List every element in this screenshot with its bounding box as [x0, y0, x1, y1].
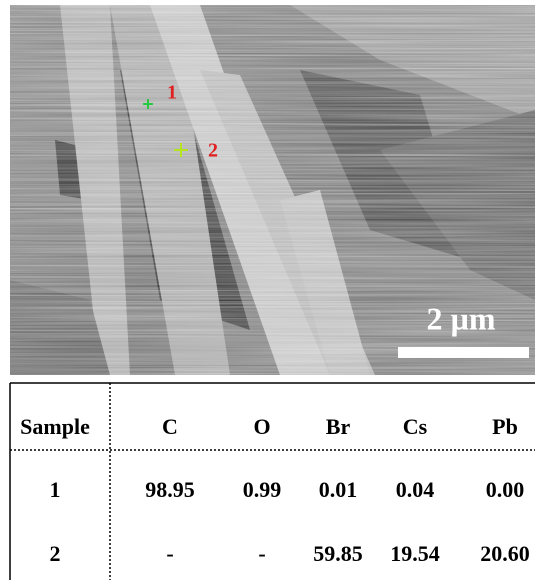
table-cell: 2 — [50, 541, 61, 566]
marker-label: 2 — [208, 140, 218, 162]
table-cell: 1 — [50, 477, 61, 502]
header-cell: Sample — [20, 414, 90, 439]
table-cell: 0.99 — [243, 477, 282, 502]
header-cell: O — [253, 414, 270, 439]
table-cell: 20.60 — [480, 541, 530, 566]
header-cell: Cs — [403, 414, 428, 439]
table-cell: 19.54 — [390, 541, 440, 566]
scale-bar-label: 2 µm — [426, 300, 495, 336]
table-cell: 0.00 — [486, 477, 525, 502]
scale-bar — [398, 347, 529, 358]
header-cell: Br — [326, 414, 351, 439]
header-cell: C — [162, 414, 178, 439]
figure: 1 2 2 µm Sample C O Br Cs Pb 1 98.95 0.99 0.01 0.0… — [0, 0, 535, 580]
table-cell: 0.04 — [396, 477, 435, 502]
table-cell: 0.01 — [319, 477, 358, 502]
sem-image: 1 2 2 µm — [10, 5, 535, 375]
marker-label: 1 — [167, 82, 177, 104]
header-cell: Pb — [492, 414, 518, 439]
table-cell: 59.85 — [313, 541, 363, 566]
table-cell: - — [258, 541, 265, 566]
table-cell: 98.95 — [145, 477, 195, 502]
table-cell: - — [166, 541, 173, 566]
